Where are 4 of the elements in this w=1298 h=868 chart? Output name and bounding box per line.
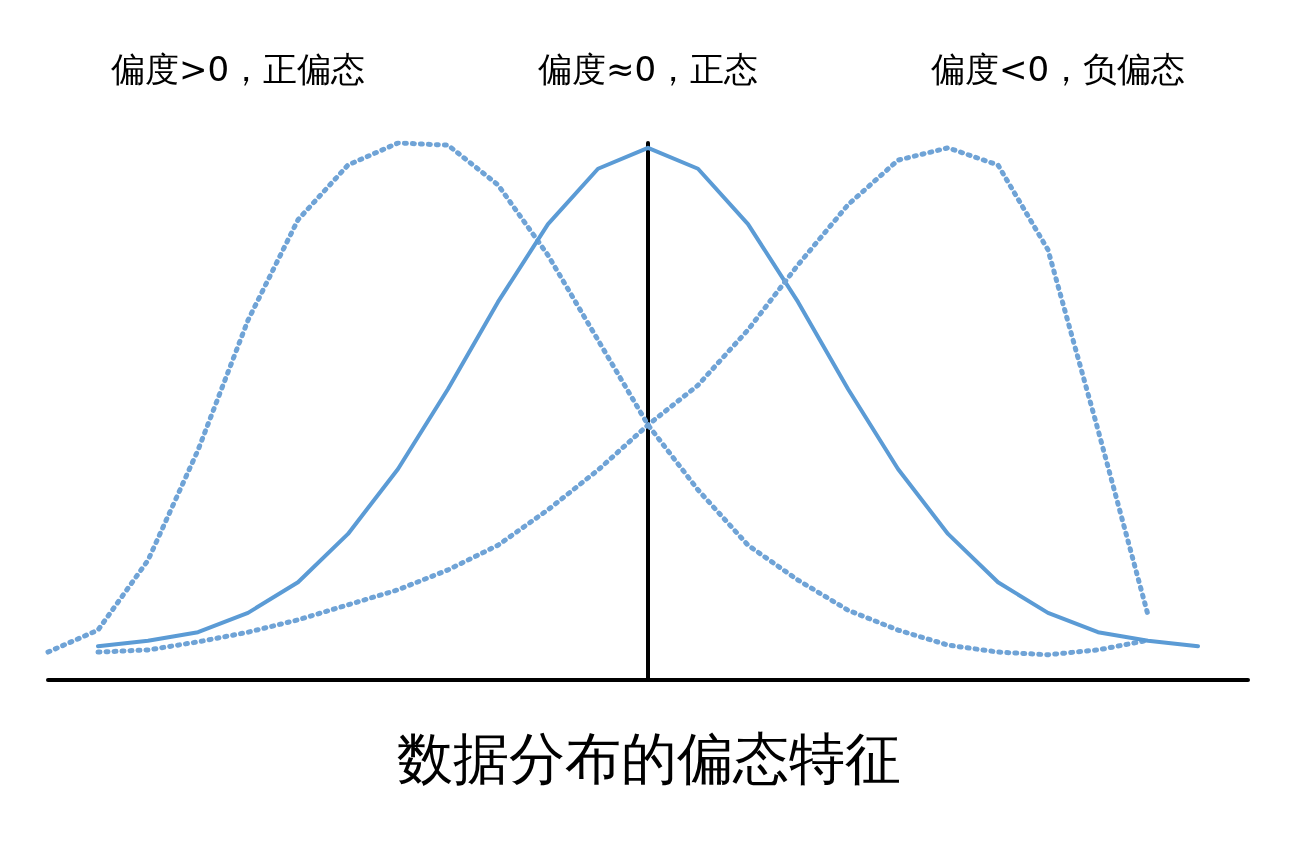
text: 偏度<0，负偏态: [930, 49, 1186, 89]
text: 偏度≈0，正态: [537, 49, 759, 89]
text: 数据分布的偏态特征: [397, 725, 901, 791]
text: 偏度>0，正偏态: [110, 49, 366, 89]
